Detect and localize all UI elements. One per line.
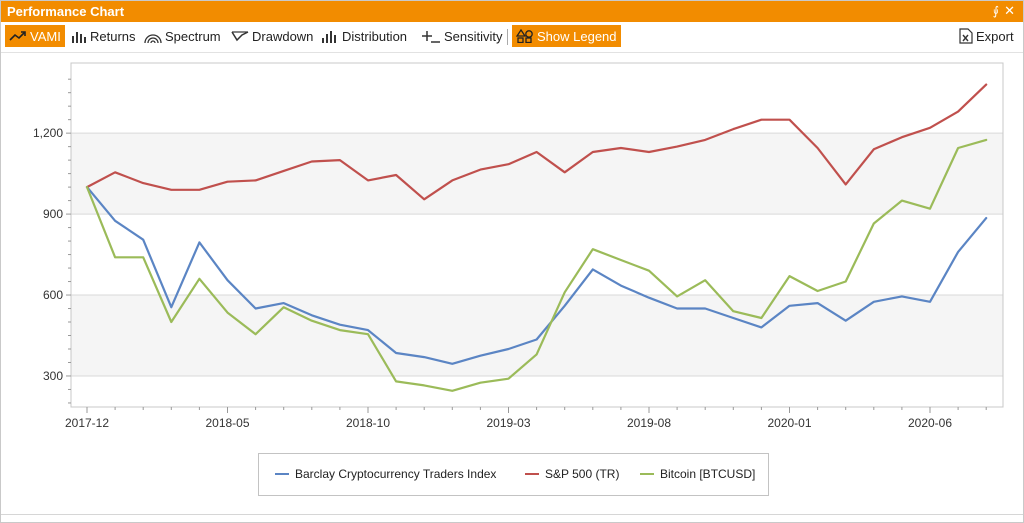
plot-band [71, 295, 1003, 376]
tool-show-legend-label: Show Legend [537, 28, 617, 44]
x-tick-label: 2018-05 [205, 416, 249, 430]
tool-spectrum-label: Spectrum [165, 28, 221, 44]
series-line-barclay [85, 186, 988, 365]
bottom-status-strip [1, 514, 1023, 523]
excel-export-icon [959, 28, 973, 44]
legend-label-sp500: S&P 500 (TR) [545, 467, 620, 481]
close-icon[interactable]: ✕ [1004, 3, 1015, 18]
tool-vami-label: VAMI [30, 28, 61, 44]
series-line-bitcoin [85, 138, 988, 392]
tool-returns-label: Returns [90, 28, 136, 44]
x-tick-label: 2019-08 [627, 416, 671, 430]
tool-show-legend[interactable]: Show Legend [512, 25, 621, 47]
tool-spectrum[interactable]: Spectrum [140, 25, 225, 47]
sensitivity-icon [422, 30, 440, 43]
tool-sensitivity[interactable]: Sensitivity [417, 25, 507, 47]
toolbar: VAMI Returns Spectrum Drawdown [1, 22, 1023, 53]
chart-legend: Barclay Cryptocurrency Traders Index S&P… [258, 453, 769, 496]
legend-swatch-sp500 [525, 473, 539, 475]
plot-band [71, 133, 1003, 215]
tool-distribution-label: Distribution [342, 28, 408, 44]
drawdown-icon [231, 31, 249, 42]
x-tick-label: 2019-03 [486, 416, 530, 430]
tool-sensitivity-label: Sensitivity [444, 28, 503, 44]
y-tick-label: 300 [43, 369, 63, 383]
x-tick-label: 2017-12 [65, 416, 109, 430]
y-tick-label: 1,200 [33, 126, 63, 140]
legend-swatch-barclay [275, 473, 289, 475]
window-title: Performance Chart [7, 4, 125, 19]
legend-label-bitcoin: Bitcoin [BTCUSD] [660, 467, 756, 481]
x-tick-label: 2020-01 [767, 416, 811, 430]
legend-item-barclay: Barclay Cryptocurrency Traders Index [275, 467, 496, 481]
y-tick-label: 600 [43, 288, 63, 302]
tool-returns[interactable]: Returns [67, 25, 140, 47]
chart-area: 300 600 900 1,200 2017-12 2018-05 2018-10 2019-… [1, 53, 1023, 453]
legend-label-barclay: Barclay Cryptocurrency Traders Index [295, 467, 497, 481]
tool-drawdown[interactable]: Drawdown [227, 25, 317, 47]
x-tick-label: 2020-06 [908, 416, 952, 430]
title-bar: Performance Chart ⨚ ✕ [1, 1, 1023, 22]
x-tick-label: 2018-10 [346, 416, 390, 430]
series-line-sp500 [85, 83, 988, 201]
legend-item-sp500: S&P 500 (TR) [525, 467, 619, 481]
trend-up-icon [9, 31, 26, 41]
legend-shapes-icon [516, 29, 533, 43]
toolbar-separator [507, 29, 508, 45]
bar-chart-icon [72, 31, 86, 43]
legend-swatch-bitcoin [640, 473, 654, 475]
distribution-icon [322, 30, 336, 43]
spectrum-arc-icon [144, 33, 162, 43]
export-button[interactable]: Export [955, 25, 1018, 47]
y-tick-label: 900 [43, 207, 63, 221]
tool-vami[interactable]: VAMI [5, 25, 65, 47]
tool-distribution[interactable]: Distribution [317, 25, 411, 47]
pin-icon[interactable]: ⨚ [992, 4, 999, 18]
tool-drawdown-label: Drawdown [252, 28, 314, 44]
export-label: Export [976, 28, 1014, 44]
legend-item-bitcoin: Bitcoin [BTCUSD] [640, 467, 755, 481]
vami-line-chart: 300 600 900 1,200 2017-12 2018-05 2018-10 2019-… [33, 62, 1004, 430]
